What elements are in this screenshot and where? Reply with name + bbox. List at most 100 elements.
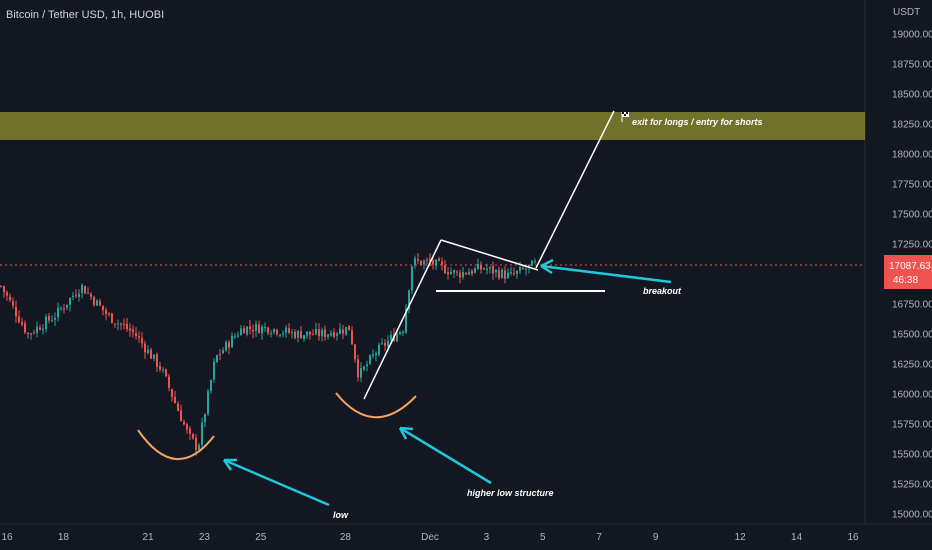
candle-body [114, 323, 116, 325]
x-tick-label: 14 [791, 532, 803, 543]
candle-body [99, 301, 101, 306]
x-tick-label: 23 [199, 532, 211, 543]
candle-body [273, 328, 275, 333]
candle-body [267, 327, 269, 334]
candle-body [117, 323, 119, 325]
candle-body [219, 354, 221, 356]
candle-body [447, 272, 449, 275]
candle-body [39, 327, 41, 330]
candle-body [495, 270, 497, 273]
candle-body [42, 328, 44, 330]
candle-body [492, 265, 494, 274]
candle-body [243, 328, 245, 334]
candle-body [264, 326, 266, 328]
x-tick-label: 5 [540, 532, 546, 543]
candle-body [345, 327, 347, 335]
x-tick-label: 25 [255, 532, 267, 543]
x-tick-label: 18 [58, 532, 70, 543]
candle-body [435, 259, 437, 266]
candle-body [204, 414, 206, 423]
candle-body [285, 327, 287, 333]
candle-body [54, 318, 56, 320]
candle-body [453, 270, 455, 273]
candle-body [75, 295, 77, 297]
candle-body [387, 340, 389, 347]
candle-body [366, 364, 368, 366]
candle-body [66, 304, 68, 308]
candle-body [300, 331, 302, 339]
candle-body [24, 323, 26, 333]
candle-body [276, 329, 278, 335]
candle-body [225, 341, 227, 351]
candle-body [162, 369, 164, 371]
candle-body [399, 332, 401, 335]
candle-body [30, 333, 32, 335]
candle-body [288, 328, 290, 333]
breakout-arrow [540, 258, 672, 284]
y-tick-label: 18250.00 [892, 120, 932, 131]
candle-body [363, 366, 365, 370]
candle-body [360, 368, 362, 378]
candle-body [528, 264, 530, 268]
candle-body [306, 331, 308, 336]
candle-body [468, 272, 470, 275]
candle-body [312, 334, 314, 336]
breakout-label: breakout [643, 286, 682, 296]
candle-body [405, 308, 407, 333]
candle-body [375, 353, 377, 356]
candle-body [189, 428, 191, 434]
candle-body [165, 369, 167, 377]
candle-body [342, 329, 344, 334]
candle-body [105, 309, 107, 315]
candle-body [459, 272, 461, 278]
candle-body [480, 265, 482, 270]
candle-body [81, 284, 83, 293]
candle-body [297, 330, 299, 338]
candle-body [27, 332, 29, 334]
candle-body [126, 323, 128, 330]
candle-body [498, 270, 500, 279]
candle-body [138, 336, 140, 338]
last-price-badge [884, 255, 932, 289]
candle-body [168, 376, 170, 388]
y-tick-label: 16000.00 [892, 390, 932, 401]
candle-body [84, 286, 86, 294]
candle-body [465, 272, 467, 275]
candle-body [519, 267, 521, 272]
candle-body [21, 322, 23, 325]
trend-line-up [363, 239, 442, 400]
candle-body [141, 337, 143, 344]
candle-body [525, 268, 527, 270]
candle-body [180, 410, 182, 422]
candle-body [51, 320, 53, 322]
higher-low-label: higher low structure [467, 488, 554, 498]
candle-body [372, 354, 374, 356]
triangle-upper-line [440, 239, 539, 271]
x-tick-label: 16 [847, 532, 859, 543]
candle-body [240, 328, 242, 336]
candle-body [252, 329, 254, 332]
candle-body [414, 258, 416, 266]
candle-body [429, 259, 431, 262]
candle-body [69, 297, 71, 305]
candle-body [408, 290, 410, 310]
x-tick-label: 12 [735, 532, 747, 543]
x-axis: 16 18 21 23 25 28 Dec 3 5 7 9 12 14 16 [1, 532, 859, 543]
candle-body [462, 271, 464, 278]
candle-body [201, 422, 203, 445]
candle-body [192, 433, 194, 439]
candle-body [171, 389, 173, 397]
candle-body [324, 329, 326, 338]
y-tick-label: 17750.00 [892, 180, 932, 191]
candle-body [144, 343, 146, 353]
candle-body [474, 268, 476, 273]
candle-body [78, 293, 80, 297]
y-tick-label: 15000.00 [892, 510, 932, 521]
candle-body [216, 355, 218, 362]
low-arc [137, 429, 215, 461]
candle-body [336, 333, 338, 336]
y-tick-label: 18750.00 [892, 60, 932, 71]
low-label: low [333, 510, 349, 520]
candle-body [57, 307, 59, 318]
